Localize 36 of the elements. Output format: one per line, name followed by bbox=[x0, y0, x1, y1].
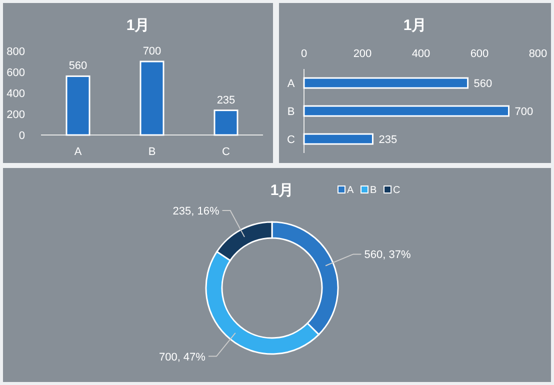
data-label: 700 bbox=[142, 46, 162, 58]
legend-label: B bbox=[370, 185, 377, 196]
x-tick-label: A bbox=[74, 146, 82, 158]
data-label: 235 bbox=[378, 134, 398, 146]
chart-title: 1月 bbox=[403, 17, 427, 34]
data-label: 235 bbox=[216, 94, 236, 106]
chart-title: 1月 bbox=[126, 17, 150, 34]
bar bbox=[303, 133, 374, 145]
data-label: 560 bbox=[68, 60, 88, 72]
legend-label: A bbox=[347, 185, 354, 196]
bar bbox=[303, 105, 510, 117]
bar bbox=[66, 75, 90, 136]
x-tick-label: B bbox=[148, 146, 156, 158]
x-tick-label: 600 bbox=[470, 48, 489, 60]
legend-label: C bbox=[393, 185, 400, 196]
bar bbox=[303, 77, 469, 89]
bar bbox=[214, 110, 238, 136]
y-tick-label: 0 bbox=[18, 130, 25, 142]
y-tick-label: C bbox=[287, 134, 296, 146]
x-tick-label: 200 bbox=[353, 48, 372, 60]
y-tick-label: 600 bbox=[6, 67, 25, 79]
data-label: 700, 47% bbox=[158, 351, 206, 364]
data-label: 560, 37% bbox=[364, 249, 411, 262]
y-tick-label: B bbox=[287, 106, 295, 118]
x-tick-label: C bbox=[222, 146, 230, 158]
data-label: 560 bbox=[474, 78, 492, 90]
data-label: 700 bbox=[514, 106, 534, 118]
y-tick-label: 200 bbox=[6, 109, 25, 121]
bar bbox=[140, 60, 164, 136]
x-tick-label: 800 bbox=[528, 48, 548, 60]
data-label: 235, 16% bbox=[172, 206, 220, 218]
x-tick-label: 400 bbox=[412, 48, 430, 60]
x-tick-label: 0 bbox=[300, 48, 308, 60]
y-tick-label: A bbox=[287, 78, 296, 90]
chart-title: 1月 bbox=[270, 182, 294, 199]
y-tick-label: 400 bbox=[6, 88, 25, 100]
